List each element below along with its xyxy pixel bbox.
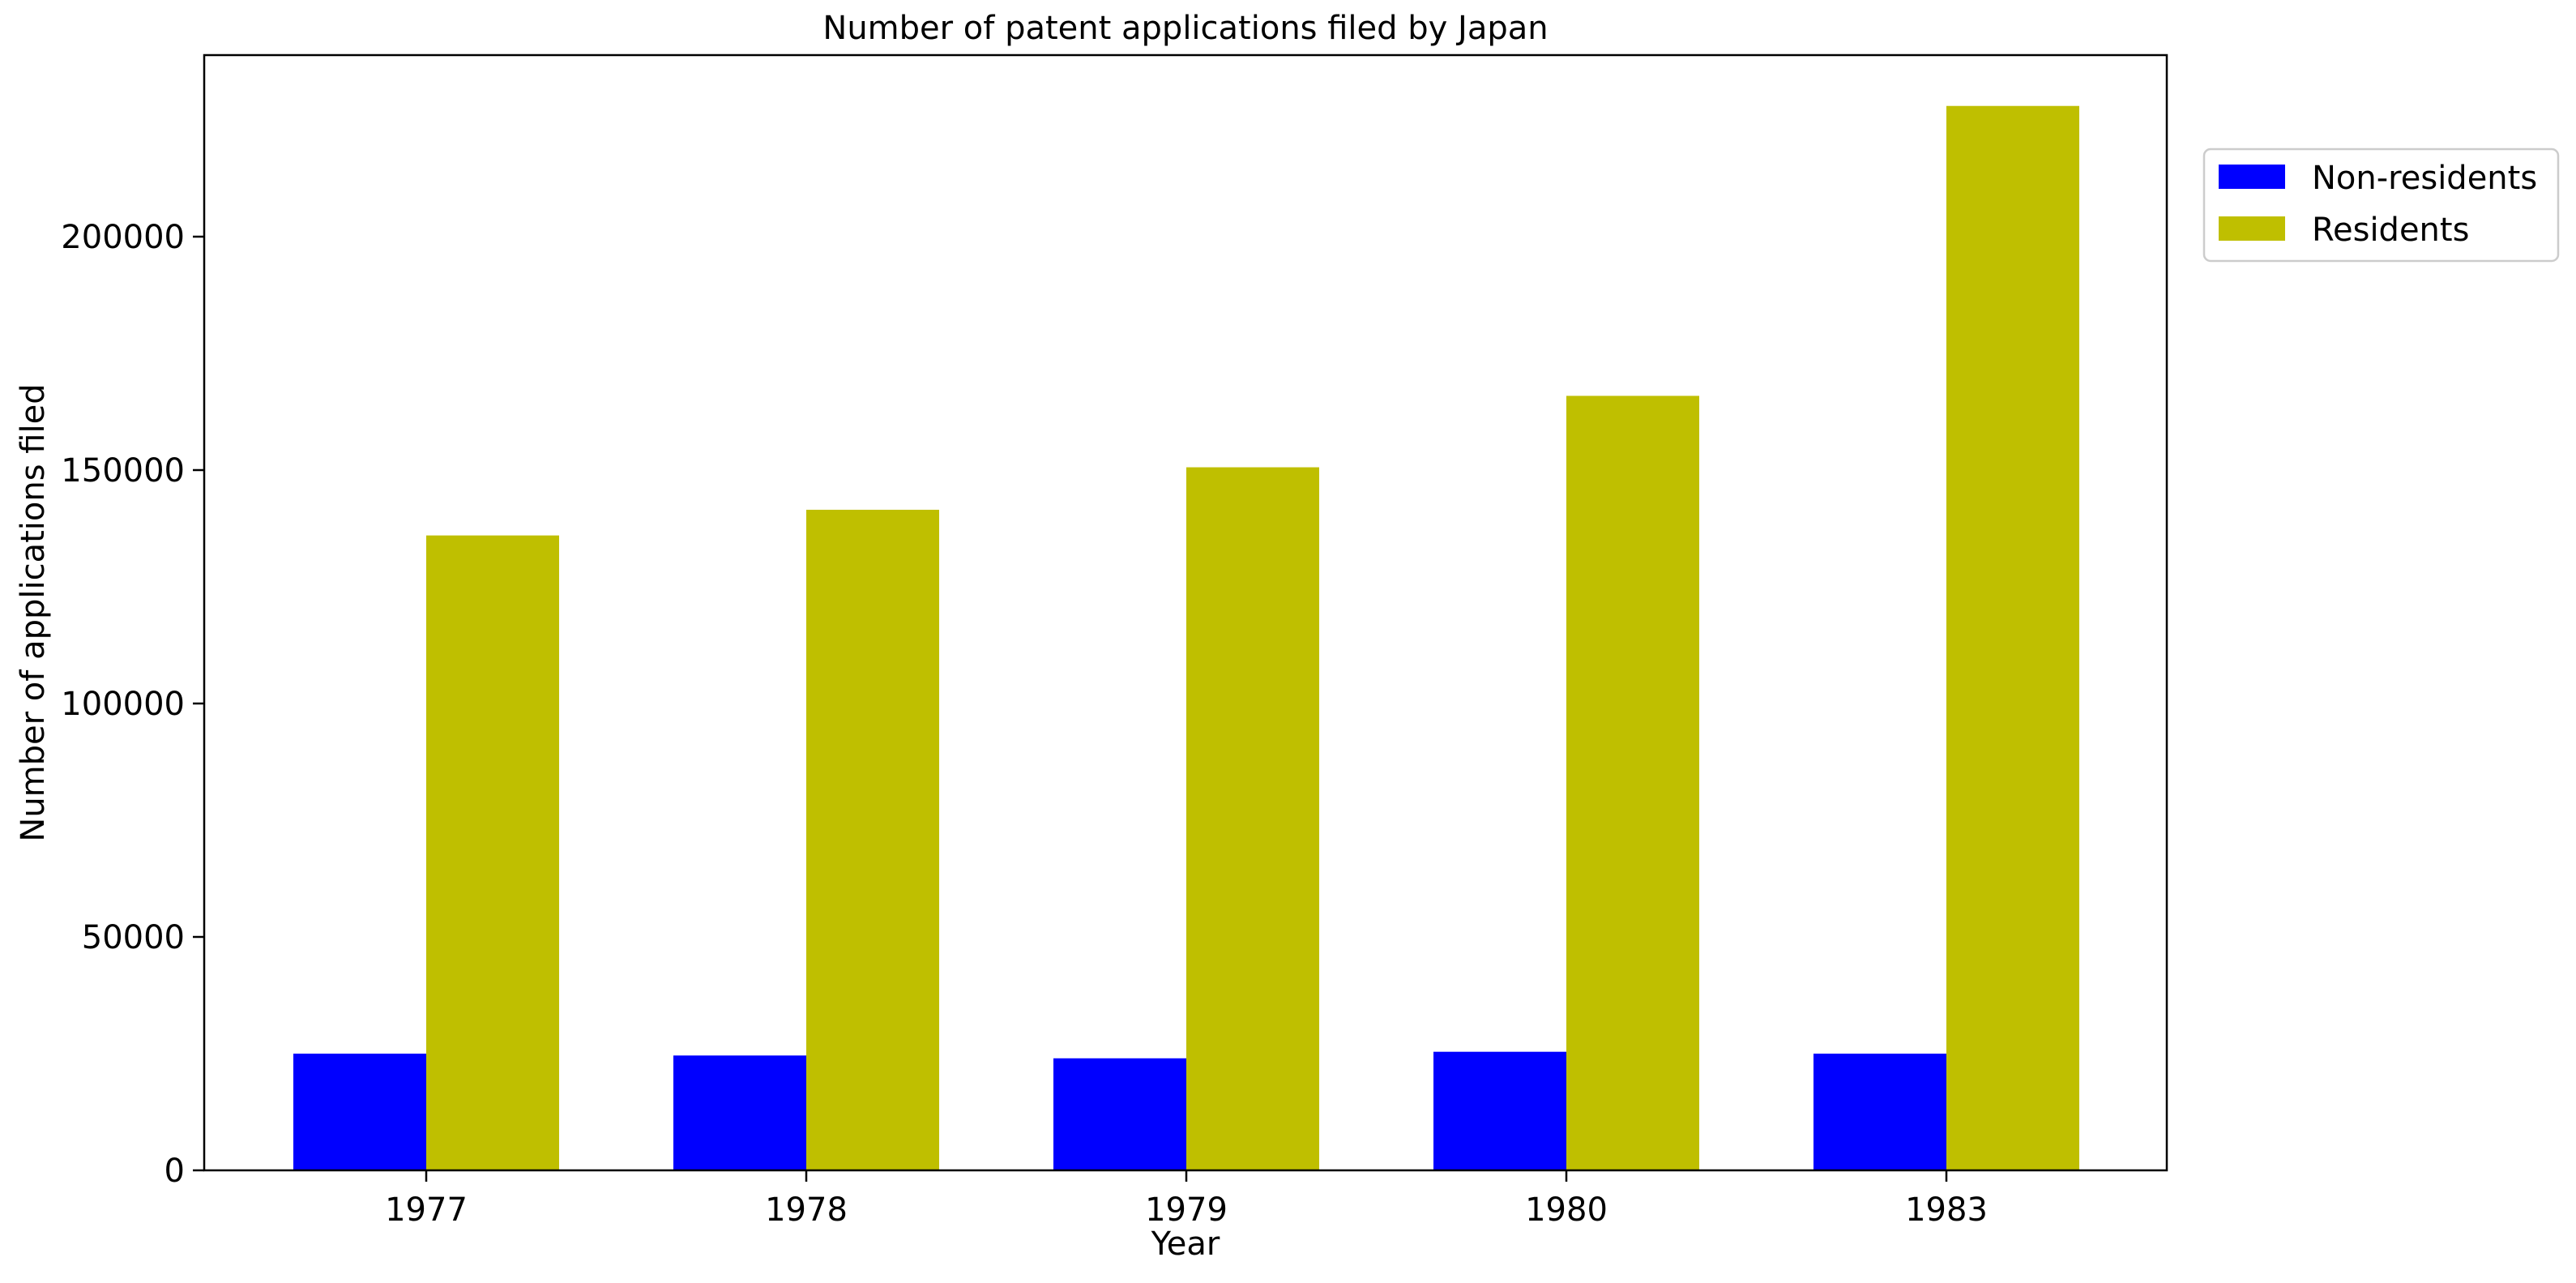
x-tick-label: 1983 bbox=[1905, 1191, 1988, 1229]
bars-layer bbox=[293, 105, 2079, 1171]
y-axis-label: Number of applications filed bbox=[15, 383, 52, 841]
x-axis-label: Year bbox=[1151, 1225, 1220, 1263]
y-tick-label: 200000 bbox=[61, 219, 185, 256]
legend-frame bbox=[2202, 148, 2560, 263]
x-tick-label: 1980 bbox=[1525, 1191, 1608, 1229]
ticks-layer: 1977 1978 1979 1980 1983 0 50000 100000 150000 20… bbox=[61, 219, 1988, 1229]
bar-non-residents-1979 bbox=[1053, 1058, 1186, 1170]
bar-residents-1978 bbox=[806, 509, 939, 1170]
bar-non-residents-1977 bbox=[293, 1054, 426, 1170]
legend-label-residents: Residents bbox=[2312, 212, 2469, 249]
plot-frame bbox=[203, 53, 2168, 1172]
y-tick-label: 100000 bbox=[61, 686, 185, 723]
x-tick-label: 1979 bbox=[1145, 1191, 1228, 1229]
x-tick-label: 1977 bbox=[385, 1191, 468, 1229]
legend-swatch-residents bbox=[2219, 216, 2285, 241]
x-tick-label: 1978 bbox=[765, 1191, 848, 1229]
legend-swatch-non-residents bbox=[2219, 165, 2285, 189]
bar-residents-1979 bbox=[1186, 467, 1319, 1170]
chart-title: Number of patent applications filed by J… bbox=[822, 10, 1548, 47]
bar-non-residents-1983 bbox=[1813, 1054, 1946, 1170]
y-tick-label: 150000 bbox=[61, 452, 185, 490]
bar-residents-1977 bbox=[426, 535, 559, 1170]
legend: Non-residents Residents bbox=[2202, 148, 2560, 263]
legend-label-non-residents: Non-residents bbox=[2312, 160, 2537, 197]
y-tick-label: 0 bbox=[164, 1153, 185, 1190]
bar-residents-1980 bbox=[1566, 396, 1699, 1170]
y-tick-label: 50000 bbox=[82, 919, 185, 956]
bar-non-residents-1978 bbox=[673, 1055, 806, 1170]
bar-residents-1983 bbox=[1946, 105, 2079, 1171]
bar-non-residents-1980 bbox=[1433, 1051, 1566, 1170]
